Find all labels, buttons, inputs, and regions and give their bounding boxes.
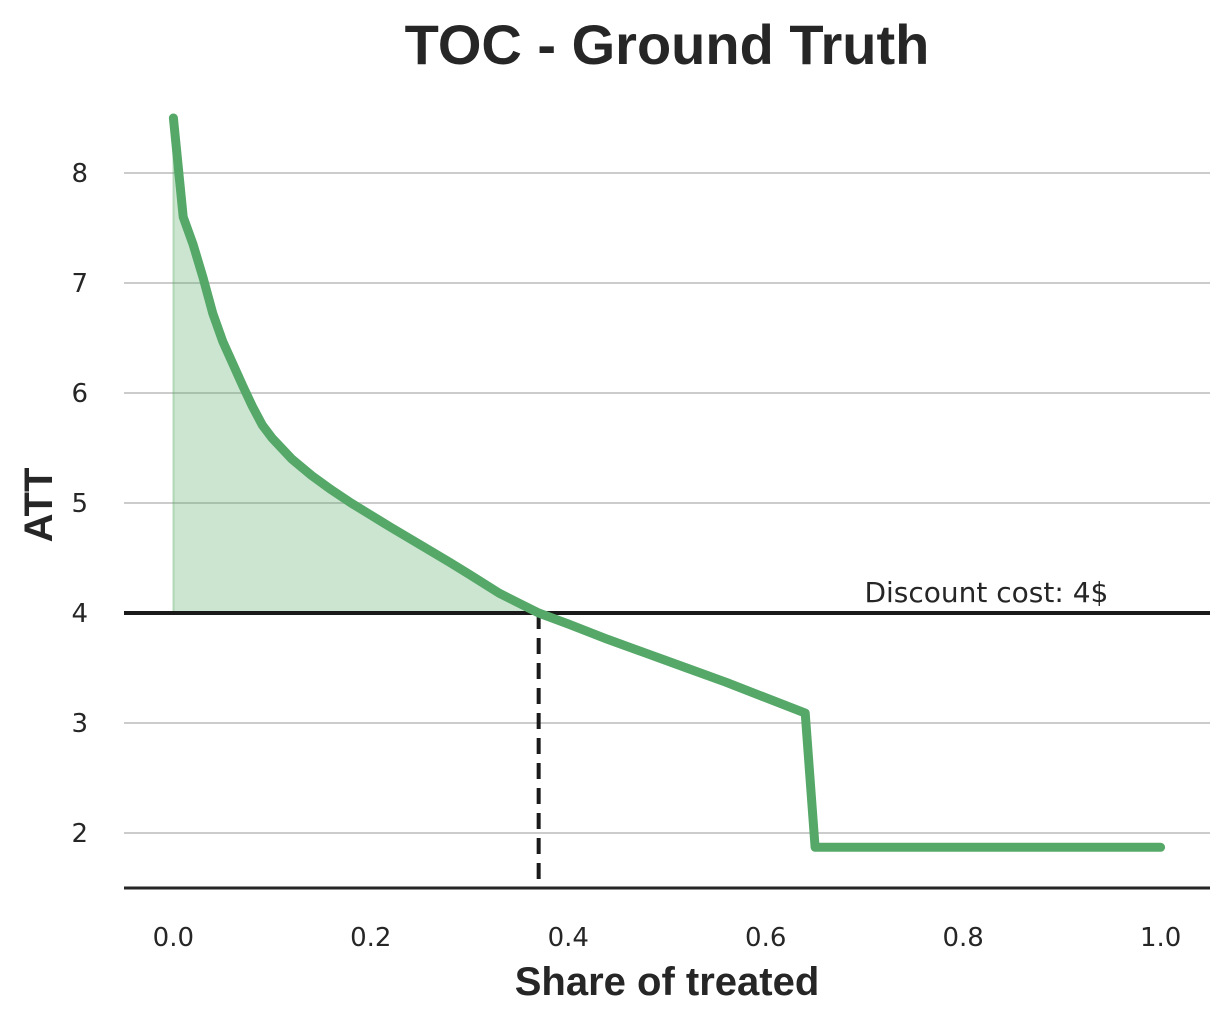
y-tick-label: 6 xyxy=(71,379,88,409)
y-tick-label: 7 xyxy=(71,269,88,299)
y-tick-label: 5 xyxy=(71,489,88,519)
x-tick-label: 0.8 xyxy=(943,923,984,953)
chart-title: TOC - Ground Truth xyxy=(405,13,930,76)
x-tick-label: 1.0 xyxy=(1140,923,1181,953)
x-tick-label: 0.2 xyxy=(350,923,391,953)
y-axis-label: ATT xyxy=(17,468,61,543)
y-tick-label: 2 xyxy=(71,819,88,849)
att-series-line xyxy=(168,113,1166,852)
y-tick-label: 4 xyxy=(71,599,88,629)
x-tick-label: 0.6 xyxy=(745,923,786,953)
y-tick-labels: 2 3 4 5 6 7 8 xyxy=(71,159,88,849)
x-tick-labels: 0.0 0.2 0.4 0.6 0.8 1.0 xyxy=(153,923,1182,953)
y-tick-label: 8 xyxy=(71,159,88,189)
discount-cost-label: Discount cost: 4$ xyxy=(864,576,1108,609)
x-tick-label: 0.4 xyxy=(548,923,589,953)
x-axis-label: Share of treated xyxy=(515,960,820,1004)
area-above-cost-fill xyxy=(172,117,540,614)
y-tick-label: 3 xyxy=(71,709,88,739)
x-tick-label: 0.0 xyxy=(153,923,194,953)
